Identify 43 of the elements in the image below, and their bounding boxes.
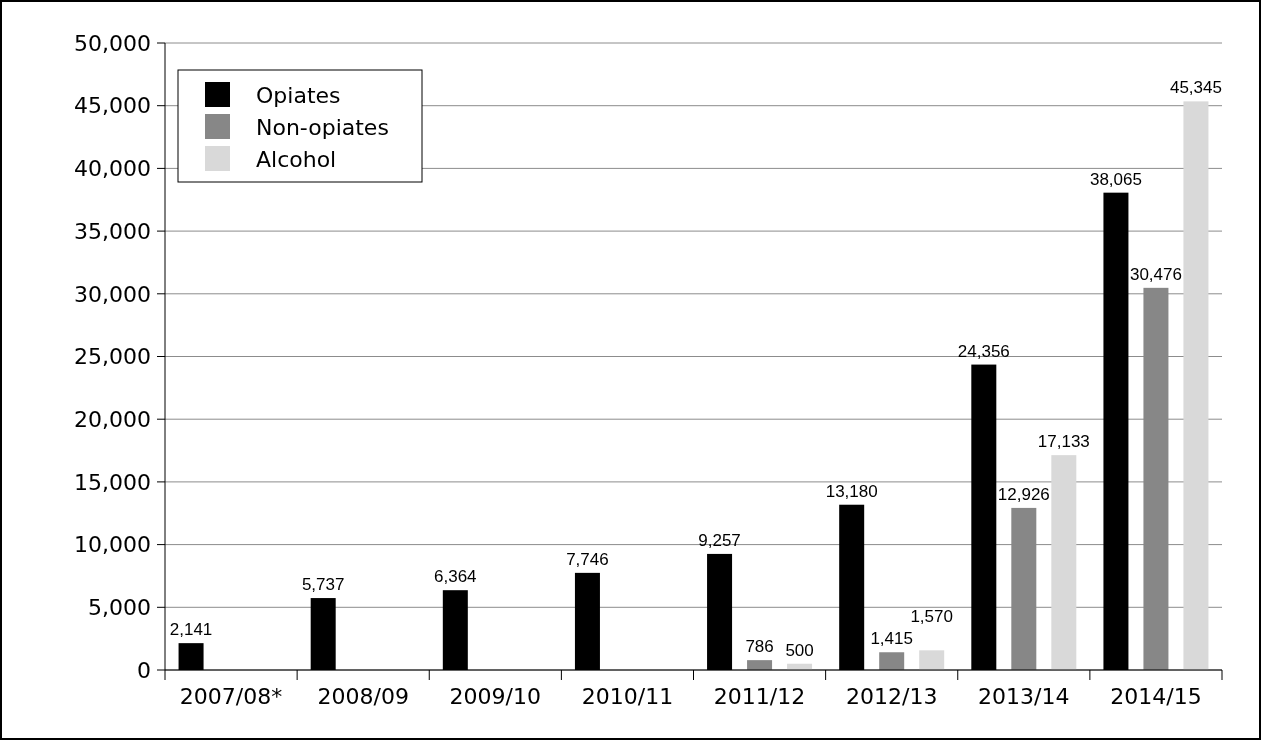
data-label: 12,926 xyxy=(997,484,1050,504)
data-label: 6,364 xyxy=(434,567,477,587)
data-label: 2,141 xyxy=(169,620,213,640)
y-tick-label: 10,000 xyxy=(74,532,151,558)
data-label: 5,737 xyxy=(301,575,345,595)
y-tick-label: 35,000 xyxy=(74,218,151,244)
data-label: 9,257 xyxy=(698,530,741,550)
x-tick-label: 2011/12 xyxy=(713,684,806,709)
y-tick-label: 45,000 xyxy=(74,93,151,119)
data-label: 1,570 xyxy=(910,607,953,627)
bar xyxy=(747,660,773,670)
data-label: 30,476 xyxy=(1129,264,1182,284)
legend-label: Opiates xyxy=(256,82,341,108)
y-tick-label: 15,000 xyxy=(74,469,151,495)
y-tick-label: 20,000 xyxy=(74,406,151,432)
data-label: 7,746 xyxy=(566,549,609,569)
x-tick-label: 2008/09 xyxy=(317,684,409,709)
data-label: 13,180 xyxy=(825,481,878,501)
y-tick-label: 50,000 xyxy=(74,30,151,56)
x-tick-label: 2010/11 xyxy=(581,684,674,709)
y-tick-label: 40,000 xyxy=(74,156,151,182)
data-label: 45,345 xyxy=(1169,78,1222,98)
bar xyxy=(1051,455,1077,670)
bar xyxy=(919,650,945,670)
x-tick-label: 2012/13 xyxy=(845,684,938,709)
x-tick-label: 2013/14 xyxy=(978,684,1070,709)
data-label: 786 xyxy=(745,637,774,657)
y-tick-label: 30,000 xyxy=(74,281,151,307)
data-label: 38,065 xyxy=(1089,169,1142,189)
data-label: 1,415 xyxy=(870,629,913,649)
x-tick-label: 2009/10 xyxy=(449,684,542,709)
legend-label: Non-opiates xyxy=(256,114,389,140)
data-label: 500 xyxy=(785,640,814,660)
bar xyxy=(1183,101,1209,670)
y-tick-label: 0 xyxy=(137,657,151,683)
bar xyxy=(879,652,905,670)
x-tick-label: 2007/08* xyxy=(179,684,283,709)
y-tick-label: 5,000 xyxy=(88,595,151,620)
data-label: 17,133 xyxy=(1037,432,1090,452)
data-label: 24,356 xyxy=(957,341,1010,361)
x-tick-label: 2014/15 xyxy=(1110,684,1202,709)
y-tick-label: 25,000 xyxy=(74,344,151,370)
legend-label: Alcohol xyxy=(256,146,337,172)
